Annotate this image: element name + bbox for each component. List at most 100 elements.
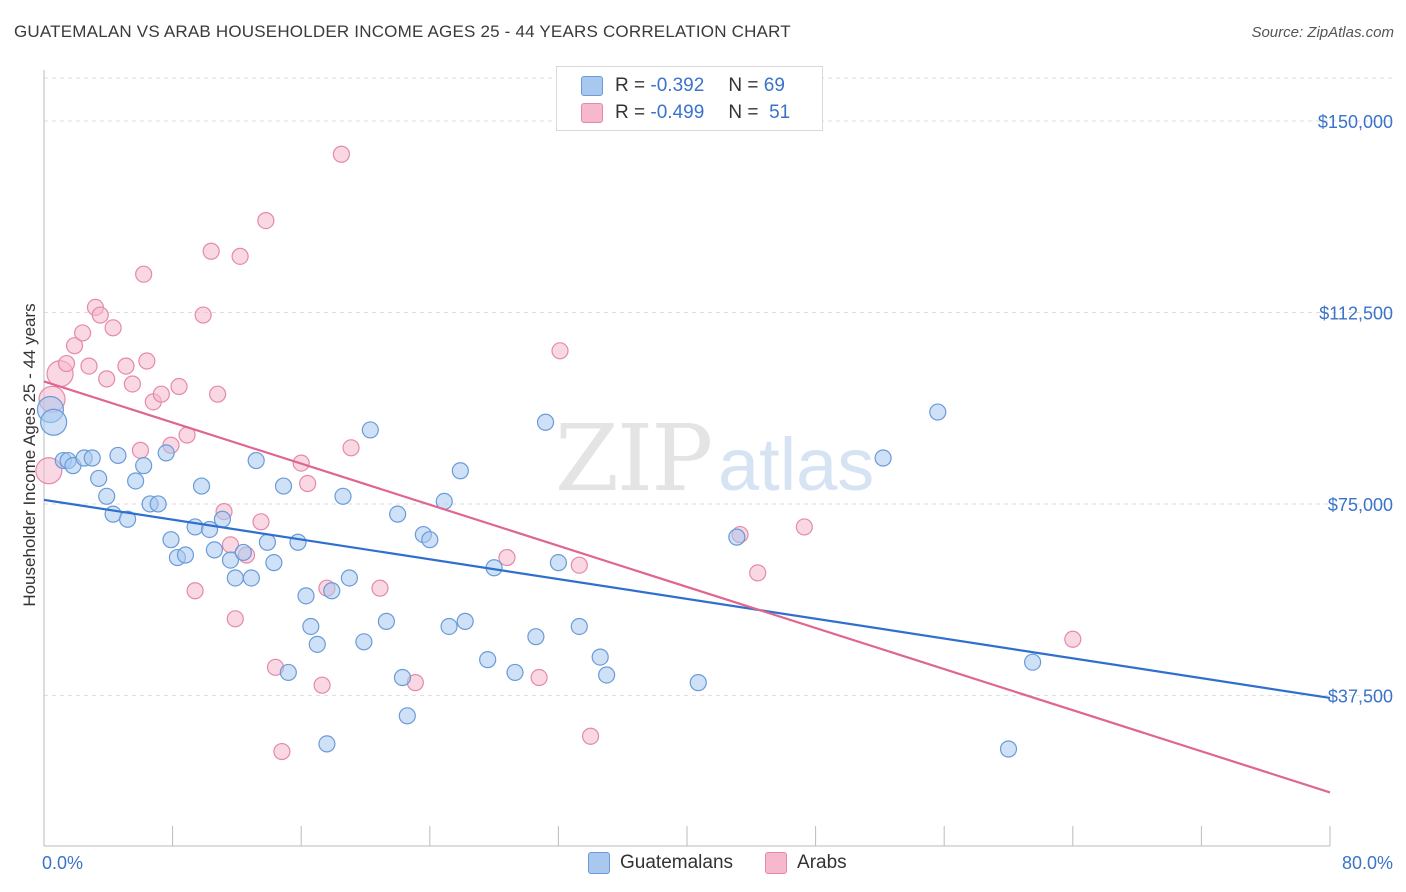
- legend-label: Arabs: [797, 852, 847, 873]
- axes: [43, 70, 1331, 847]
- arab-point: [530, 668, 548, 687]
- watermark-atlas: atlas: [718, 423, 874, 506]
- arab-point: [202, 242, 220, 260]
- arab-point: [1064, 630, 1082, 648]
- arab-point: [170, 377, 188, 396]
- guatemalan-point: [323, 582, 341, 600]
- guatemalan-points: [36, 395, 1042, 758]
- trend-lines: [43, 380, 1331, 794]
- guatemalan-point: [90, 469, 108, 488]
- r-value: -0.392: [650, 75, 705, 96]
- guatemalan-point: [289, 533, 307, 551]
- arab-point: [80, 357, 98, 375]
- guatemalans-swatch: [588, 852, 610, 874]
- guatemalan-point: [361, 421, 379, 439]
- arab-point: [98, 370, 116, 388]
- n-label: N =: [728, 102, 759, 123]
- guatemalan-point: [205, 541, 223, 559]
- arabs-swatch: [765, 852, 788, 874]
- guatemalan-point: [999, 740, 1018, 758]
- guatemalan-point: [308, 635, 326, 653]
- arab-point: [138, 352, 156, 370]
- guatemalan-point: [440, 617, 458, 636]
- guatemalan-point: [98, 487, 116, 505]
- guatemalans-swatch: [581, 76, 603, 96]
- y-tick-labels: $37,500 $75,000 $112,500 $150,000: [1318, 112, 1393, 706]
- guatemalan-point: [226, 569, 244, 587]
- arab-point: [273, 742, 291, 761]
- legend-item-guatemalans: Guatemalans: [588, 852, 733, 874]
- arab-point: [299, 474, 317, 493]
- guatemalan-point: [689, 674, 707, 692]
- guatemalan-point: [318, 735, 336, 753]
- guatemalan-point: [40, 408, 68, 436]
- r-label: R =: [615, 75, 646, 96]
- guatemalan-point: [234, 543, 252, 562]
- arab-point: [313, 676, 331, 694]
- guatemalan-point: [192, 477, 211, 495]
- y-tick-label: $37,500: [1328, 686, 1393, 706]
- guatemalan-point: [874, 449, 892, 467]
- arab-point: [209, 385, 227, 403]
- watermark-zip: ZIP: [555, 405, 711, 512]
- r-value: -0.499: [650, 102, 705, 123]
- guatemalan-point: [135, 457, 153, 475]
- x-tick-label: 80.0%: [1342, 853, 1393, 873]
- guatemalan-point: [355, 633, 373, 651]
- guatemalan-point: [274, 477, 293, 495]
- guatemalan-point: [398, 707, 416, 725]
- guatemalan-point: [157, 444, 175, 462]
- arab-point: [194, 306, 212, 324]
- legend-row-guatemalans: R = -0.392 N = 69: [581, 74, 785, 98]
- guatemalan-point: [451, 462, 469, 480]
- guatemalan-point: [213, 510, 232, 528]
- arab-point: [91, 306, 109, 324]
- guatemalan-trend-line: [43, 498, 1331, 700]
- gridlines: [44, 77, 1395, 696]
- arab-point: [749, 564, 767, 582]
- guatemalan-point: [570, 617, 588, 636]
- arab-point: [104, 319, 122, 337]
- series-legend: Guatemalans Arabs: [588, 852, 879, 874]
- arab-point: [570, 556, 588, 574]
- y-tick-label: $75,000: [1328, 495, 1393, 515]
- guatemalan-point: [162, 531, 180, 549]
- guatemalan-point: [83, 449, 101, 467]
- guatemalan-point: [176, 546, 195, 564]
- guatemalan-point: [265, 554, 283, 572]
- arab-point: [581, 727, 600, 745]
- source-credit: Source: ZipAtlas.com: [1251, 24, 1394, 41]
- arab-point: [131, 441, 150, 459]
- arab-point: [795, 518, 813, 536]
- correlation-legend: R = -0.392 N = 69 R = -0.499 N = 51: [556, 66, 823, 131]
- arab-trend-line: [43, 380, 1331, 794]
- n-value: 69: [763, 75, 785, 96]
- guatemalan-point: [393, 668, 412, 687]
- guatemalan-point: [118, 510, 137, 528]
- guatemalan-point: [247, 451, 265, 470]
- guatemalan-point: [421, 531, 439, 549]
- y-axis-label: Householder Income Ages 25 - 44 years: [20, 303, 39, 606]
- arab-point: [123, 375, 142, 393]
- guatemalan-point: [591, 648, 609, 666]
- arab-point: [152, 385, 170, 403]
- arab-point: [117, 357, 135, 375]
- legend-row-arabs: R = -0.499 N = 51: [581, 101, 790, 125]
- guatemalan-point: [297, 587, 315, 605]
- r-label: R =: [615, 102, 646, 123]
- guatemalan-point: [536, 413, 555, 431]
- guatemalan-point: [456, 612, 474, 630]
- arab-point: [65, 337, 84, 355]
- arab-point: [332, 145, 350, 163]
- guatemalan-point: [549, 554, 568, 572]
- guatemalan-point: [149, 495, 167, 513]
- watermark: ZIP atlas: [555, 405, 874, 512]
- arab-point: [257, 212, 275, 230]
- guatemalan-point: [221, 551, 240, 569]
- guatemalan-point: [127, 472, 145, 490]
- n-value: 51: [769, 102, 791, 123]
- arab-point: [231, 247, 249, 265]
- guatemalan-point: [242, 569, 260, 587]
- guatemalan-point: [527, 628, 545, 646]
